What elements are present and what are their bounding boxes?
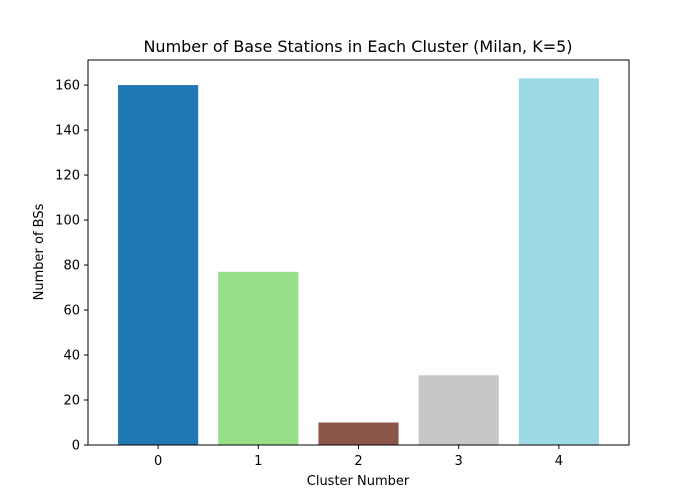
y-tick-label: 80: [63, 259, 80, 274]
x-tick-label: 3: [455, 454, 463, 469]
chart-title: Number of Base Stations in Each Cluster …: [143, 37, 572, 56]
y-axis: 0 20 40 60 80 100 120 140 160: [55, 79, 88, 454]
bar-cluster-1: [218, 271, 299, 445]
y-tick-label: 160: [55, 79, 80, 94]
x-axis: 0 1 2 3 4: [154, 445, 563, 469]
y-tick-label: 40: [63, 349, 80, 364]
y-tick-label: 20: [63, 394, 80, 409]
bar-cluster-3: [418, 375, 499, 445]
y-tick-label: 0: [72, 439, 80, 454]
x-tick-label: 1: [254, 454, 262, 469]
x-tick-label: 2: [354, 454, 362, 469]
x-tick-label: 0: [154, 454, 162, 469]
y-tick-label: 100: [55, 214, 80, 229]
x-axis-label: Cluster Number: [307, 474, 410, 489]
y-tick-label: 120: [55, 169, 80, 184]
y-tick-label: 60: [63, 304, 80, 319]
bar-cluster-2: [318, 422, 399, 445]
bar-cluster-0: [118, 85, 199, 446]
x-tick-label: 4: [555, 454, 563, 469]
plot-frame: [87, 59, 630, 446]
bar-cluster-4: [518, 78, 599, 445]
y-axis-label: Number of BSs: [32, 203, 47, 300]
bars-layer: [118, 78, 599, 446]
y-tick-label: 140: [55, 124, 80, 139]
